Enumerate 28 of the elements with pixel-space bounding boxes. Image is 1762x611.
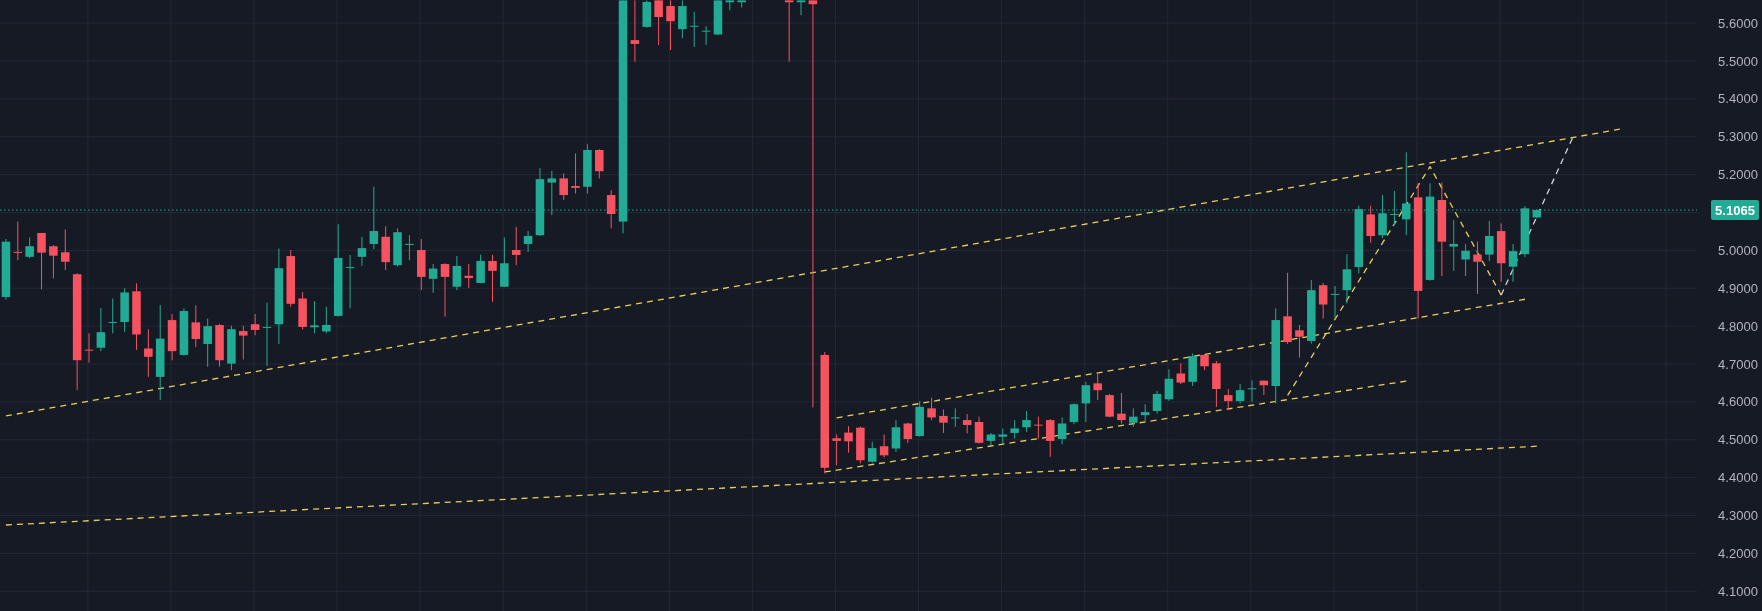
y-tick-label: 4.3000	[1718, 508, 1758, 524]
y-tick-label: 5.6000	[1718, 15, 1758, 31]
y-tick-label: 5.2000	[1718, 167, 1758, 183]
y-tick-label: 4.1000	[1718, 583, 1758, 599]
y-tick-label: 5.4000	[1718, 91, 1758, 107]
y-tick-label: 4.4000	[1718, 470, 1758, 486]
y-tick-label: 4.2000	[1718, 545, 1758, 561]
candlestick	[571, 153, 580, 194]
candlestick	[108, 298, 118, 334]
candlestick	[1034, 416, 1043, 439]
y-tick-label: 5.3000	[1718, 129, 1758, 145]
y-tick-label: 4.8000	[1718, 318, 1758, 334]
y-tick-label: 5.5000	[1718, 53, 1758, 69]
y-tick-label: 4.6000	[1718, 394, 1758, 410]
candlestick	[630, 0, 640, 62]
candlestick	[1449, 220, 1458, 271]
y-tick-label: 4.7000	[1718, 356, 1758, 372]
candlestick	[464, 264, 474, 288]
y-tick-label: 4.5000	[1718, 432, 1758, 448]
candlestick	[951, 408, 960, 427]
candlestick	[310, 301, 319, 334]
candlestick	[405, 235, 414, 261]
y-tick-label: 5.0000	[1718, 242, 1758, 258]
candlestick	[832, 434, 841, 466]
candlestick	[784, 0, 794, 62]
ref-line-label: 5.1065	[1715, 202, 1755, 218]
y-tick-label: 4.9000	[1718, 280, 1758, 296]
candlestick	[808, 0, 818, 408]
